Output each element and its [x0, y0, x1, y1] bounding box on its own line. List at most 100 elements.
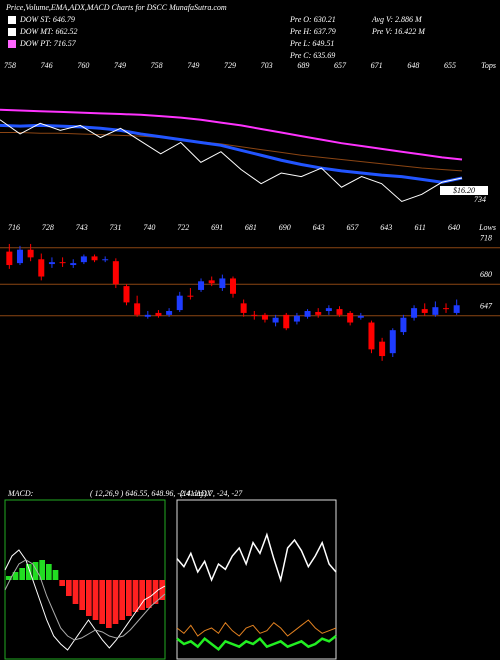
- histogram-bar: [46, 564, 52, 580]
- line: [4, 549, 166, 651]
- stat-label: Pre V: 16.422 M: [371, 27, 426, 36]
- candle-body: [357, 315, 364, 318]
- candle-body: [134, 303, 141, 315]
- panel-title: (14 day) 7, -24, -27: [180, 489, 243, 498]
- candle-body: [112, 261, 119, 285]
- candle-body: [325, 308, 332, 312]
- price-tag: $16.20: [453, 186, 475, 195]
- candle-body: [411, 308, 418, 318]
- candle-body: [432, 307, 439, 315]
- candle-body: [421, 309, 428, 313]
- panel-subtitle: ( 12,26,9 ) 646.55, 648.96, -2.41 ADX: [90, 489, 213, 498]
- legend-swatch: [8, 40, 16, 48]
- stat-label: Pre H: 637.79: [289, 27, 336, 36]
- top-label: 643: [313, 223, 325, 232]
- candle-body: [240, 303, 247, 313]
- top-label: 743: [76, 223, 88, 232]
- candle-body: [27, 249, 34, 258]
- histogram-bar: [52, 570, 59, 580]
- candle-body: [166, 311, 173, 315]
- top-label: 729: [224, 61, 236, 70]
- candle-body: [315, 311, 322, 315]
- candle-body: [400, 317, 407, 333]
- top-label: 640: [448, 223, 460, 232]
- panel-frame: [4, 499, 166, 660]
- corner-label: Lows: [478, 223, 496, 232]
- histogram-bar: [39, 560, 45, 580]
- histogram-bar: [119, 580, 125, 620]
- stat-label: Pre O: 630.21: [289, 15, 336, 24]
- histogram-bar: [99, 580, 105, 624]
- line: [176, 619, 337, 637]
- candle-body: [187, 295, 194, 297]
- top-label: 731: [110, 223, 122, 232]
- histogram-bar: [106, 580, 112, 628]
- stat-label: Pre C: 635.69: [289, 51, 335, 60]
- line: [0, 132, 463, 172]
- candle-body: [347, 312, 354, 323]
- histogram-bar: [79, 580, 85, 610]
- candle-body: [16, 249, 23, 264]
- corner-label: Tops: [481, 61, 496, 70]
- candle-body: [80, 256, 87, 263]
- line: [0, 108, 463, 161]
- top-label: 760: [77, 61, 89, 70]
- candle-body: [198, 281, 205, 290]
- top-label: 657: [334, 61, 347, 70]
- top-label: 643: [380, 223, 392, 232]
- histogram-bar: [59, 580, 65, 586]
- legend-label: DOW PT: 716.57: [19, 39, 77, 48]
- candle-body: [123, 286, 130, 303]
- stat-label: Pre L: 649.51: [289, 39, 334, 48]
- histogram-bar: [26, 564, 32, 580]
- top-label: 681: [245, 223, 257, 232]
- candle-body: [379, 341, 386, 357]
- histogram-bar: [146, 580, 152, 608]
- candle-body: [336, 309, 343, 315]
- candle-body: [283, 314, 290, 329]
- candle-body: [293, 315, 300, 322]
- line: [176, 532, 337, 583]
- histogram-bar: [92, 580, 99, 620]
- histogram-bar: [19, 568, 25, 580]
- candle-body: [6, 251, 13, 266]
- top-label: 648: [407, 61, 419, 70]
- top-label: 716: [8, 223, 20, 232]
- top-label: 740: [143, 223, 155, 232]
- histogram-bar: [66, 580, 72, 596]
- top-label: 746: [41, 61, 53, 70]
- candle-body: [368, 322, 375, 350]
- candle-body: [91, 256, 98, 261]
- top-label: 691: [211, 223, 223, 232]
- legend-label: DOW ST: 646.79: [19, 15, 75, 24]
- y-tick-label: 680: [480, 270, 492, 279]
- candle-body: [389, 330, 396, 354]
- top-label: 671: [371, 61, 383, 70]
- candle-body: [176, 295, 183, 311]
- histogram-bar: [139, 580, 145, 610]
- y-tick-label: 647: [480, 302, 493, 311]
- histogram-bar: [112, 580, 119, 624]
- top-label: 611: [414, 223, 425, 232]
- candle-body: [208, 280, 215, 284]
- candle-body: [304, 311, 311, 317]
- candle-body: [453, 305, 460, 313]
- candle-body: [102, 259, 109, 261]
- candle-body: [38, 259, 45, 277]
- histogram-bar: [6, 576, 12, 580]
- top-label: 749: [114, 61, 126, 70]
- histogram-bar: [32, 562, 39, 580]
- stat-label: Avg V: 2.886 M: [371, 15, 423, 24]
- panel-title: MACD:: [7, 489, 34, 498]
- candle-body: [48, 262, 55, 265]
- candle-body: [155, 312, 162, 316]
- panel-frame: [176, 499, 337, 660]
- candle-body: [70, 263, 77, 266]
- histogram-bar: [126, 580, 132, 616]
- top-label: 758: [4, 61, 16, 70]
- candle-body: [272, 317, 279, 323]
- candle-body: [230, 278, 236, 294]
- top-label: 690: [279, 223, 291, 232]
